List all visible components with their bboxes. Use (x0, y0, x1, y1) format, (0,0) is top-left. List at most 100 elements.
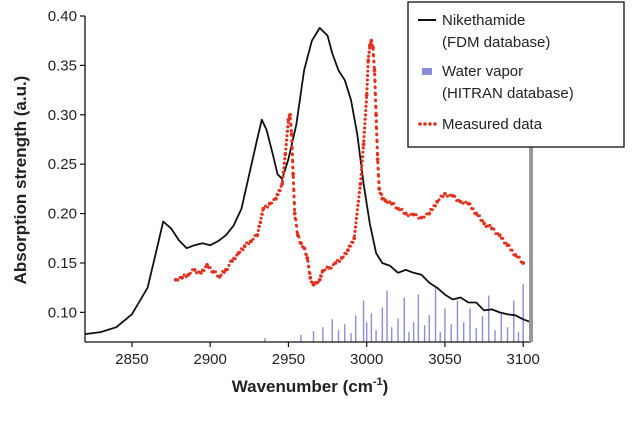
measured-point-trace (367, 54, 371, 58)
measured-point (248, 239, 253, 244)
measured-point-trace (341, 255, 345, 259)
measured-point-trace (501, 236, 505, 240)
measured-point-trace (304, 253, 308, 257)
measured-point-trace (446, 194, 449, 198)
measured-point-trace (481, 219, 484, 223)
measured-point-trace (464, 200, 468, 204)
measured-point-trace (213, 270, 217, 274)
measured-point-trace (461, 201, 465, 205)
measured-point (411, 212, 416, 217)
y-tick-label: 0.15 (48, 255, 77, 272)
measured-point-trace (409, 212, 413, 216)
measured-point-trace (259, 216, 263, 220)
measured-point (427, 211, 432, 216)
measured-point-trace (517, 255, 521, 259)
measured-point (299, 241, 303, 246)
measured-point-trace (375, 133, 379, 137)
measured-point-trace (351, 240, 355, 244)
measured-data-series (173, 38, 526, 287)
measured-point (419, 215, 424, 220)
measured-point-trace (295, 231, 299, 235)
y-axis-label: Absorption strength (a.u.) (11, 76, 30, 285)
measured-point-trace (290, 153, 294, 157)
measured-point-trace (188, 271, 192, 275)
measured-point (230, 259, 235, 263)
measured-point-trace (176, 278, 180, 282)
measured-point-trace (286, 129, 289, 133)
legend-label-nikethamide-source: (FDM database) (442, 34, 550, 51)
x-axis-label-superscript: -1 (373, 376, 383, 388)
measured-point-trace (406, 214, 410, 218)
measured-point-trace (363, 122, 367, 126)
measured-point-trace (468, 202, 472, 206)
measured-point-trace (308, 272, 312, 275)
measured-point-trace (257, 225, 261, 228)
measured-point-trace (283, 157, 287, 161)
measured-point-trace (366, 65, 370, 69)
legend: Nikethamide (FDM database) Water vapor (… (407, 1, 625, 148)
measured-point-trace (338, 260, 342, 263)
measured-point (308, 275, 313, 280)
measured-point-trace (453, 194, 457, 198)
measured-point-trace (376, 167, 380, 171)
x-axis-label: Wavenumber (cm-1) (232, 376, 389, 396)
measured-point-trace (238, 250, 242, 254)
measured-point-trace (359, 177, 363, 181)
measured-point-trace (285, 138, 289, 142)
measured-point (333, 261, 338, 265)
y-tick-label: 0.10 (48, 304, 77, 321)
measured-point-trace (286, 120, 290, 124)
measured-point-trace (251, 237, 255, 241)
measured-point-trace (259, 221, 263, 225)
measured-point-trace (208, 266, 212, 269)
y-tick-label: 0.35 (48, 57, 77, 74)
measured-point-trace (377, 174, 381, 178)
measured-point-trace (376, 153, 379, 157)
measured-point-trace (227, 263, 231, 267)
measured-point-trace (360, 159, 364, 163)
y-tick-label: 0.40 (48, 8, 77, 25)
measured-point-trace (281, 175, 285, 179)
legend-label-measured: Measured data (442, 116, 543, 133)
measured-point-trace (437, 198, 441, 202)
measured-point-trace (323, 268, 327, 272)
x-ticks: 2850 2900 2950 3000 3050 3100 (115, 342, 540, 368)
measured-point-trace (282, 166, 286, 170)
measured-point-trace (256, 229, 260, 232)
measured-point-trace (293, 208, 297, 212)
measured-point-trace (430, 208, 434, 212)
measured-point-trace (233, 257, 237, 261)
measured-point-trace (371, 47, 375, 51)
measured-point (361, 142, 366, 147)
measured-point-trace (477, 214, 481, 218)
measured-point-trace (282, 170, 286, 174)
measured-point-trace (471, 207, 475, 211)
measured-point-trace (375, 146, 379, 150)
measured-point-trace (290, 133, 294, 137)
measured-point-trace (355, 208, 359, 212)
measured-point (497, 233, 502, 238)
measured-point-trace (434, 204, 437, 208)
measured-point-trace (360, 164, 364, 167)
measured-point-trace (202, 269, 206, 273)
measured-point-trace (374, 114, 378, 118)
measured-point-trace (492, 227, 496, 231)
measured-point-trace (354, 221, 358, 225)
measured-point-trace (364, 109, 368, 113)
measured-point (280, 182, 285, 186)
measured-point (403, 211, 408, 216)
measured-point (292, 211, 297, 216)
measured-point-trace (295, 224, 299, 228)
measured-point-trace (284, 151, 287, 155)
measured-point-trace (294, 218, 298, 222)
measured-point-trace (374, 106, 378, 110)
measured-point-trace (291, 160, 295, 164)
measured-point-trace (219, 273, 223, 277)
measured-point-trace (355, 217, 358, 220)
legend-box (407, 1, 625, 148)
measured-point-trace (373, 80, 377, 84)
measured-point-trace (441, 195, 445, 199)
measured-point-trace (288, 117, 292, 121)
measured-point (192, 267, 197, 272)
measured-point-trace (414, 213, 418, 217)
